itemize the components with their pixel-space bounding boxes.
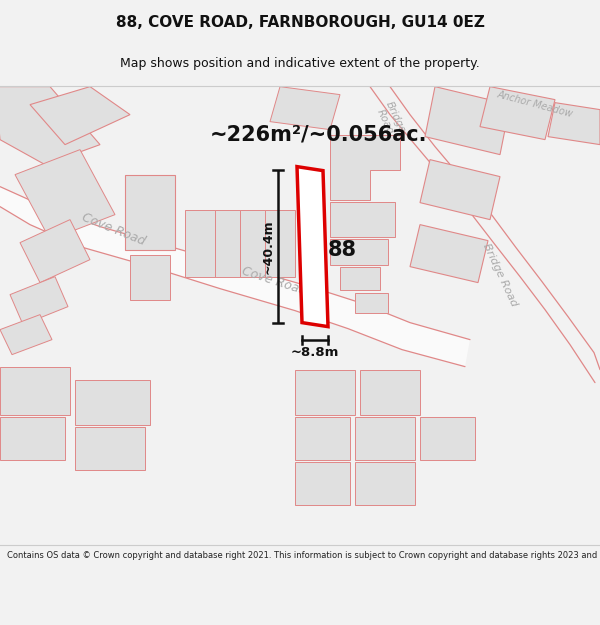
Polygon shape xyxy=(0,417,65,459)
Polygon shape xyxy=(355,462,415,504)
Text: Cove Road: Cove Road xyxy=(80,211,147,248)
Polygon shape xyxy=(295,369,355,414)
Polygon shape xyxy=(340,267,380,289)
Polygon shape xyxy=(20,219,90,282)
Polygon shape xyxy=(295,417,350,459)
Polygon shape xyxy=(410,224,488,282)
Text: ~8.8m: ~8.8m xyxy=(291,346,339,359)
Polygon shape xyxy=(330,202,395,237)
Polygon shape xyxy=(0,187,470,367)
Text: Bridge Road: Bridge Road xyxy=(481,241,519,308)
Polygon shape xyxy=(0,367,70,414)
Polygon shape xyxy=(15,149,115,239)
Polygon shape xyxy=(0,314,52,354)
Polygon shape xyxy=(295,462,350,504)
Polygon shape xyxy=(420,417,475,459)
Text: Bridge
Road: Bridge Road xyxy=(373,100,407,139)
Polygon shape xyxy=(130,254,170,299)
Polygon shape xyxy=(0,87,100,164)
Polygon shape xyxy=(548,102,600,144)
Text: 88, COVE ROAD, FARNBOROUGH, GU14 0EZ: 88, COVE ROAD, FARNBOROUGH, GU14 0EZ xyxy=(116,15,484,30)
Polygon shape xyxy=(360,369,420,414)
Text: Cove Road: Cove Road xyxy=(240,264,308,298)
Polygon shape xyxy=(30,87,130,144)
Polygon shape xyxy=(355,292,388,312)
Text: ~226m²/~0.056ac.: ~226m²/~0.056ac. xyxy=(210,124,427,144)
Polygon shape xyxy=(185,209,215,277)
Polygon shape xyxy=(125,174,175,249)
Polygon shape xyxy=(420,159,500,219)
Polygon shape xyxy=(240,209,265,277)
Polygon shape xyxy=(425,87,510,154)
Polygon shape xyxy=(355,417,415,459)
Polygon shape xyxy=(480,87,555,139)
Text: ~40.4m: ~40.4m xyxy=(262,219,275,274)
Text: Anchor Meadow: Anchor Meadow xyxy=(496,90,574,119)
Polygon shape xyxy=(265,209,295,277)
Text: Contains OS data © Crown copyright and database right 2021. This information is : Contains OS data © Crown copyright and d… xyxy=(7,551,600,561)
Polygon shape xyxy=(330,239,388,264)
Polygon shape xyxy=(75,427,145,469)
Polygon shape xyxy=(330,134,400,199)
Polygon shape xyxy=(270,87,340,129)
Text: 88: 88 xyxy=(328,239,357,259)
Polygon shape xyxy=(75,379,150,424)
Polygon shape xyxy=(10,277,68,324)
Text: Map shows position and indicative extent of the property.: Map shows position and indicative extent… xyxy=(120,58,480,71)
Polygon shape xyxy=(215,209,240,277)
Polygon shape xyxy=(297,167,328,327)
